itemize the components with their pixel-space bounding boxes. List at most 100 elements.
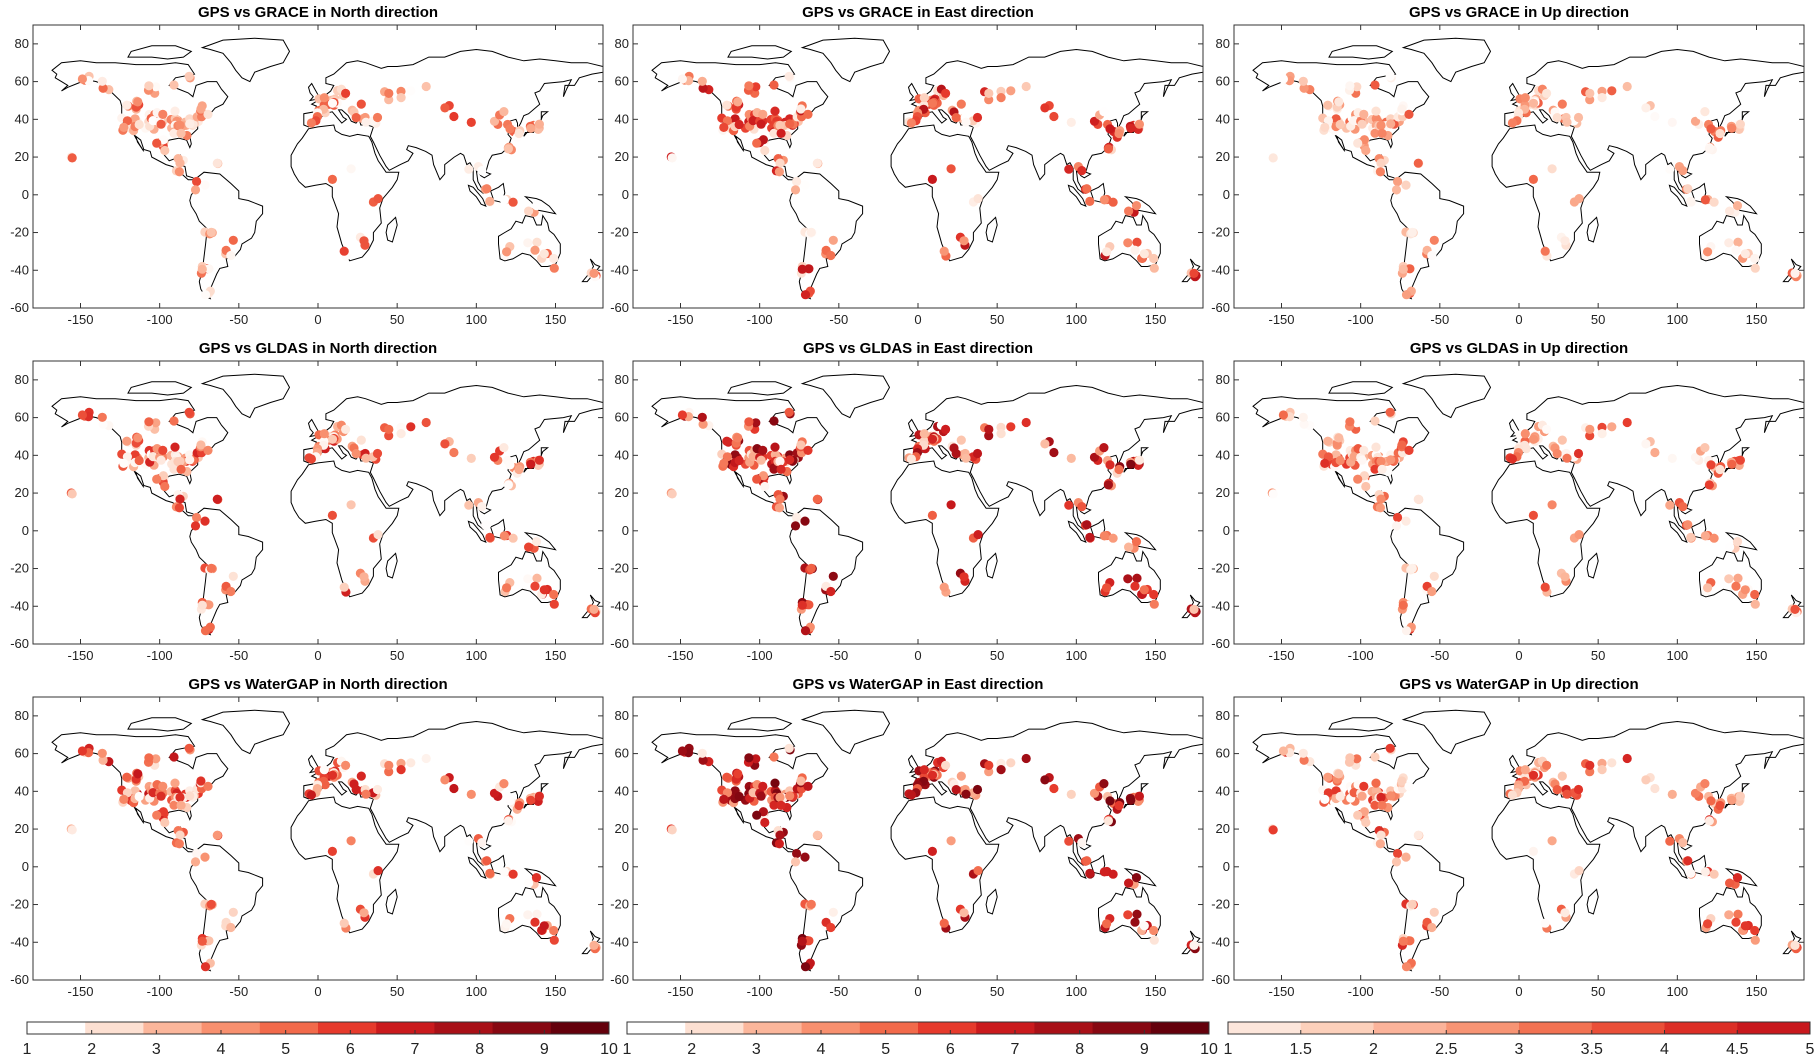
station-marker [1370,80,1380,90]
station-marker [800,852,810,862]
station-marker [1376,792,1386,803]
station-marker [1413,830,1423,840]
colorbar-segment [1446,1022,1520,1034]
station-marker [319,429,329,439]
station-marker [485,532,495,543]
station-marker [119,122,129,132]
y-tick-label: 60 [15,746,29,761]
station-marker [1102,247,1112,257]
y-tick-label: 0 [1223,859,1230,874]
station-marker [826,250,836,261]
station-marker [421,417,431,428]
station-marker [1740,249,1750,259]
station-marker [1089,452,1100,462]
coastline [985,216,998,243]
y-tick-label: 80 [15,372,29,387]
station-marker [1049,783,1059,794]
station-marker [1049,447,1059,458]
station-marker [440,103,450,113]
station-marker [776,800,786,811]
station-marker [200,180,210,190]
station-marker [1108,533,1118,543]
station-marker [1585,760,1595,771]
station-marker [133,97,143,107]
station-marker [1132,573,1142,583]
colorbar-segment [1228,1022,1302,1034]
station-marker [1139,249,1149,259]
station-marker [158,109,168,119]
station-marker [785,791,795,801]
y-tick-label: -40 [10,934,29,949]
station-marker [1574,194,1584,204]
station-marker [192,176,202,187]
coastline [727,717,793,732]
station-marker [1405,264,1415,274]
station-marker [1320,458,1330,468]
station-marker [1397,776,1407,786]
station-marker [98,755,108,765]
colorbar-label: 6 [946,1041,955,1058]
station-marker [351,449,361,459]
station-marker [1064,500,1074,510]
station-marker [1352,754,1362,764]
x-tick-label: 100 [1666,312,1688,327]
station-marker [534,455,545,465]
station-marker [372,784,383,795]
station-marker [1641,775,1651,785]
x-tick-label: -50 [229,648,248,663]
station-marker [677,410,688,420]
station-marker [826,586,836,597]
station-marker [176,800,186,811]
station-marker [356,435,366,445]
station-marker [175,494,185,504]
station-marker [1006,758,1016,768]
station-marker [346,836,356,846]
station-marker [169,80,179,90]
station-marker [1725,542,1735,552]
station-marker [1622,81,1632,92]
station-marker [1727,123,1737,133]
station-marker [464,164,474,174]
station-marker [1429,571,1439,581]
station-marker [184,71,194,81]
station-marker [1049,111,1059,122]
station-marker [549,599,559,609]
station-marker [539,249,549,259]
station-marker [1507,118,1517,128]
station-marker [1732,873,1743,883]
coastline [1098,886,1161,939]
station-marker [800,290,811,300]
coastline [1328,717,1394,732]
y-tick-label: -60 [10,300,29,315]
station-marker [806,227,816,237]
y-tick-label: 60 [615,746,629,761]
station-marker [489,788,500,798]
colorbar-label: 10 [600,1041,618,1058]
station-marker [760,145,770,156]
station-marker [1149,253,1159,264]
station-marker [939,582,949,592]
station-marker [769,80,779,90]
station-marker [204,600,214,610]
station-marker [1353,138,1363,148]
y-tick-label: -20 [1211,897,1230,912]
colorbar-segment [259,1022,319,1034]
station-marker [956,99,966,109]
y-tick-label: -40 [1211,934,1230,949]
station-marker [122,100,132,110]
station-marker [1542,424,1552,434]
station-marker [373,194,383,204]
station-marker [946,164,956,174]
station-marker [1066,117,1076,127]
station-marker [503,480,513,490]
map-panel: GPS vs WaterGAP in North direction -150 -1… [10,676,604,999]
coastline [1668,520,1688,544]
station-marker [77,746,87,756]
station-marker [1386,119,1396,129]
axes-frame [32,360,604,645]
station-marker [1077,502,1087,512]
station-marker [722,436,732,446]
station-marker [927,770,938,780]
station-marker [1377,128,1387,138]
